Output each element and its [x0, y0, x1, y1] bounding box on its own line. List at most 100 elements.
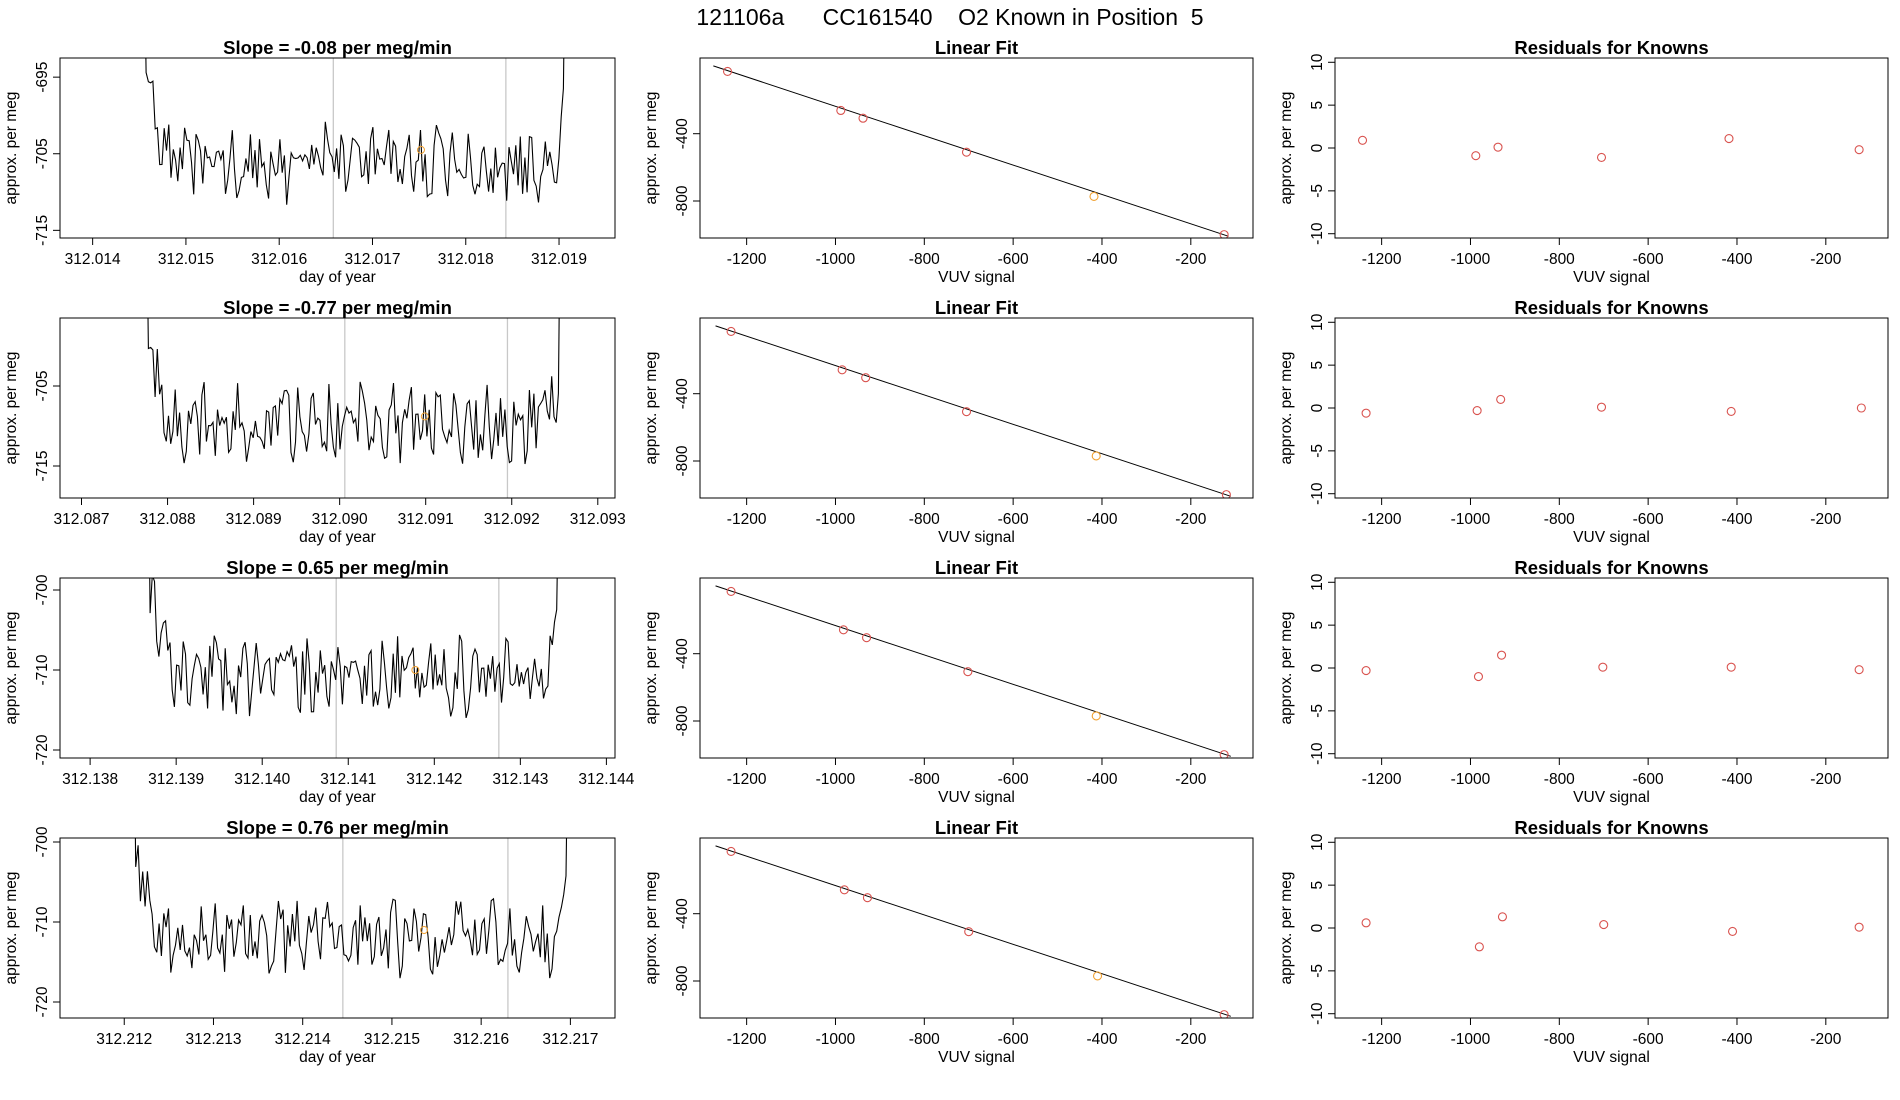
fit-line: [715, 325, 1231, 497]
panel-title: Slope = -0.08 per meg/min: [223, 37, 452, 58]
y-tick-label: -10: [1309, 482, 1326, 505]
x-axis-label: day of year: [299, 529, 376, 546]
known-point: [963, 667, 973, 677]
y-tick-label: -400: [674, 898, 691, 929]
known-point: [862, 633, 872, 643]
plot-frame: [1334, 577, 1889, 759]
known-point: [1361, 918, 1371, 928]
plot-frame: [1334, 837, 1889, 1019]
signal-trace: [149, 578, 558, 719]
known-point: [1726, 406, 1736, 416]
x-tick-label: -1200: [727, 251, 767, 268]
y-tick-label: -800: [674, 445, 691, 476]
y-axis-label: approx. per meg: [1278, 872, 1295, 985]
plot-area: [713, 65, 1229, 238]
unknown-point: [1089, 191, 1099, 201]
y-tick-label: -10: [1309, 222, 1326, 245]
x-tick-label: -1000: [1451, 511, 1491, 528]
y-tick-label: -10: [1309, 1002, 1326, 1025]
x-tick-label: 312.144: [578, 771, 634, 788]
x-tick-label: -600: [1633, 511, 1664, 528]
panel-line-2: Slope = -0.77 per meg/min 312.087 312.088 3…: [3, 297, 626, 546]
known-point: [1856, 403, 1866, 413]
x-tick-label: -800: [909, 1031, 940, 1048]
y-tick-label: 0: [1309, 143, 1326, 152]
x-tick-label: 312.215: [364, 1031, 420, 1048]
x-tick-label: 312.015: [158, 251, 214, 268]
panel-scatter-3: Linear Fit -1200 -1000 -800 -600 -400 -200 -400…: [643, 557, 1254, 806]
y-axis-label: approx. per meg: [1278, 92, 1295, 205]
plot-frame: [1334, 57, 1889, 239]
signal-trace: [145, 58, 565, 205]
y-tick-label: -700: [34, 574, 51, 605]
x-axis-label: VUV signal: [938, 789, 1015, 806]
x-tick-label: -1200: [1362, 771, 1402, 788]
known-point: [726, 846, 736, 857]
x-tick-label: -600: [1633, 771, 1664, 788]
panel-title: Residuals for Knowns: [1514, 557, 1708, 578]
panel-title: Linear Fit: [935, 297, 1018, 318]
x-tick-label: 312.143: [492, 771, 548, 788]
y-tick-label: 0: [1309, 663, 1326, 672]
known-point: [726, 326, 736, 337]
panel-scatter-3: Residuals for Knowns -1200 -1000 -800 -600 -4…: [1278, 557, 1889, 806]
x-tick-label: -1000: [1451, 251, 1491, 268]
y-tick-label: 10: [1309, 833, 1326, 851]
x-tick-label: -1000: [816, 251, 856, 268]
y-tick-label: -800: [674, 185, 691, 216]
y-tick-label: -705: [34, 138, 51, 169]
y-tick-label: -800: [674, 705, 691, 736]
plot-frame: [59, 837, 616, 1019]
x-tick-label: 312.014: [65, 251, 121, 268]
fit-line: [715, 585, 1231, 757]
plot-frame: [1334, 317, 1889, 499]
plot-area: [715, 325, 1231, 498]
known-point: [726, 586, 736, 597]
known-point: [839, 885, 849, 895]
known-point: [1727, 926, 1738, 936]
y-axis-label: approx. per meg: [643, 352, 660, 465]
panel-title: Slope = -0.77 per meg/min: [223, 297, 452, 318]
x-axis-label: VUV signal: [1573, 1049, 1650, 1066]
known-point: [1726, 662, 1736, 672]
x-tick-label: 312.087: [53, 511, 109, 528]
x-tick-label: 312.212: [96, 1031, 152, 1048]
known-point: [1471, 151, 1481, 161]
x-tick-label: 312.214: [275, 1031, 331, 1048]
known-point: [961, 147, 972, 157]
y-tick-label: 10: [1309, 53, 1326, 71]
known-point: [964, 927, 974, 937]
known-point: [1596, 152, 1607, 162]
x-tick-label: 312.017: [344, 251, 400, 268]
known-point: [1361, 666, 1371, 676]
x-tick-label: 312.213: [185, 1031, 241, 1048]
x-tick-label: -1000: [816, 511, 856, 528]
plot-area: [149, 578, 558, 758]
plot-area: [1361, 912, 1864, 952]
known-point: [1493, 142, 1503, 152]
x-tick-label: 312.217: [542, 1031, 598, 1048]
y-tick-label: -715: [34, 450, 51, 481]
panel-title: Linear Fit: [935, 817, 1018, 838]
known-point: [1474, 942, 1484, 952]
x-tick-label: -200: [1810, 771, 1841, 788]
y-tick-label: 0: [1309, 403, 1326, 412]
x-tick-label: 312.093: [570, 511, 626, 528]
x-tick-label: -1200: [727, 1031, 767, 1048]
y-axis-label: approx. per meg: [643, 612, 660, 725]
x-tick-label: -1200: [1362, 251, 1402, 268]
y-tick-label: -10: [1309, 742, 1326, 765]
x-axis-label: VUV signal: [1573, 789, 1650, 806]
known-point: [837, 365, 847, 375]
x-tick-label: 312.018: [438, 251, 494, 268]
x-tick-label: -800: [909, 251, 940, 268]
known-point: [1496, 394, 1506, 404]
known-point: [836, 105, 846, 116]
fit-line: [713, 65, 1229, 237]
plot-frame: [59, 577, 616, 759]
plot-area: [1361, 650, 1864, 682]
y-axis-label: approx. per meg: [643, 872, 660, 985]
y-tick-label: 0: [1309, 923, 1326, 932]
known-point: [862, 893, 873, 903]
